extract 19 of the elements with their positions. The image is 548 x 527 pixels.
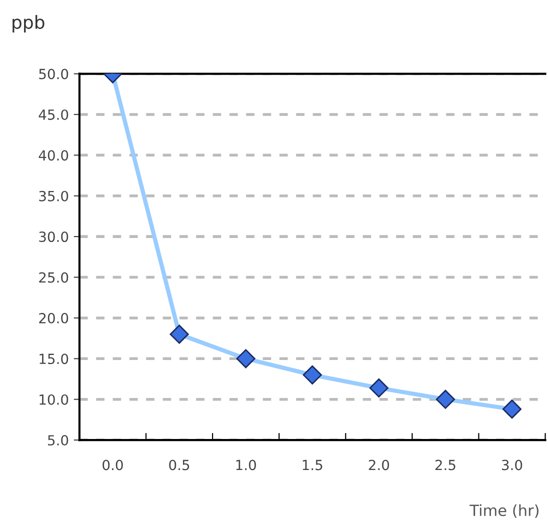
y-tick-label: 25.0 [39, 272, 68, 283]
y-tick-label: 35.0 [39, 190, 68, 202]
y-tick-label: 50.0 [39, 68, 68, 80]
x-tick-label: 3.0 [502, 460, 522, 470]
y-tick-label: 40.0 [38, 150, 68, 161]
x-axis-title: Time (hr) [470, 504, 538, 518]
y-tick-label: 15.0 [40, 354, 68, 364]
y-tick-label: 20.0 [39, 312, 68, 324]
x-tick-label: 0.0 [102, 460, 123, 470]
x-tick-label: 1.5 [302, 460, 322, 470]
x-tick-label: 2.5 [435, 460, 456, 470]
y-tick-label: 5.0 [48, 435, 68, 446]
y-axis-title: ppb [12, 14, 44, 32]
y-tick-label: 30.0 [39, 232, 68, 242]
x-tick-label: 0.5 [169, 460, 190, 470]
y-tick-label: 10.0 [40, 394, 68, 405]
x-tick-label: 2.0 [368, 460, 390, 470]
y-tick-label: 45.0 [38, 109, 68, 120]
x-tick-label: 1.0 [236, 460, 256, 470]
